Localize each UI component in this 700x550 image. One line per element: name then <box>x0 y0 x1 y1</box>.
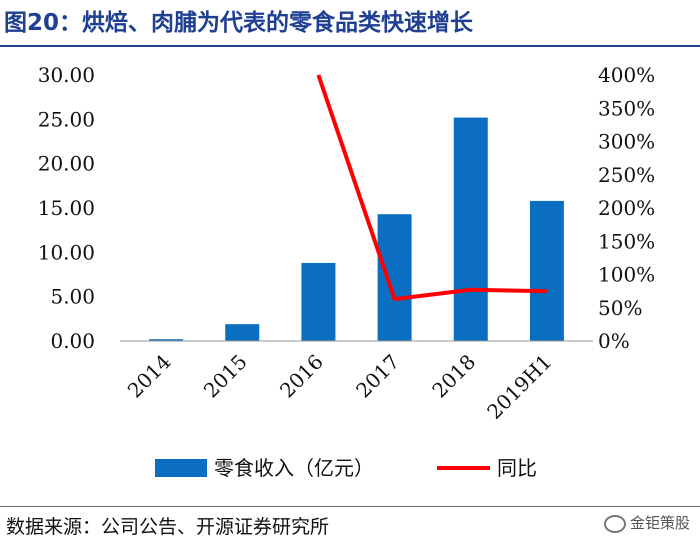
y-left-tick-label: 0.00 <box>50 329 95 353</box>
bar <box>301 262 336 341</box>
bar <box>377 214 412 341</box>
data-source-note: 数据来源：公司公告、开源证券研究所 <box>6 516 330 538</box>
y-left-tick-label: 15.00 <box>38 196 95 220</box>
watermark-text: 金钜策股 <box>629 514 690 532</box>
y-left-tick-label: 25.00 <box>38 107 95 131</box>
x-tick-label: 2018 <box>427 350 480 403</box>
y-right-tick-label: 0% <box>598 329 630 353</box>
x-tick-label: 2016 <box>275 350 328 403</box>
y-right-tick-label: 350% <box>598 96 655 120</box>
title-divider <box>0 45 700 47</box>
y-left-tick-label: 5.00 <box>50 285 95 309</box>
x-tick-label: 2017 <box>351 350 404 403</box>
page-title: 图20：烘焙、肉脯为代表的零食品类快速增长 <box>4 10 474 36</box>
y-right-tick-label: 250% <box>598 163 655 187</box>
y-right-tick-label: 50% <box>598 296 642 320</box>
y-right-tick-label: 200% <box>598 196 655 220</box>
bar <box>225 324 260 341</box>
y-right-tick-label: 100% <box>598 263 655 287</box>
legend-label-bar: 零食收入（亿元） <box>214 456 374 480</box>
bar <box>149 339 184 341</box>
legend-label-line: 同比 <box>497 456 537 480</box>
y-left-tick-label: 10.00 <box>38 240 95 264</box>
y-left-tick-label: 30.00 <box>38 63 95 87</box>
watermark: 金钜策股 <box>603 512 690 533</box>
footer-divider <box>0 506 700 507</box>
y-right-tick-label: 400% <box>598 63 655 87</box>
y-right-tick-label: 300% <box>598 130 655 154</box>
x-tick-label: 2019H1 <box>482 350 556 424</box>
x-tick-label: 2014 <box>123 350 176 403</box>
bar <box>453 117 488 341</box>
bar <box>529 200 564 341</box>
y-left-tick-label: 20.00 <box>38 152 95 176</box>
combo-chart: 0.00 5.00 10.00 15.00 20.00 25.00 30.00 0% 50% 10… <box>38 63 655 480</box>
wechat-icon <box>603 514 626 533</box>
series-line <box>316 74 547 302</box>
y-right-tick-label: 150% <box>598 229 655 253</box>
legend-swatch-bar <box>155 459 207 477</box>
x-tick-label: 2015 <box>199 350 252 403</box>
